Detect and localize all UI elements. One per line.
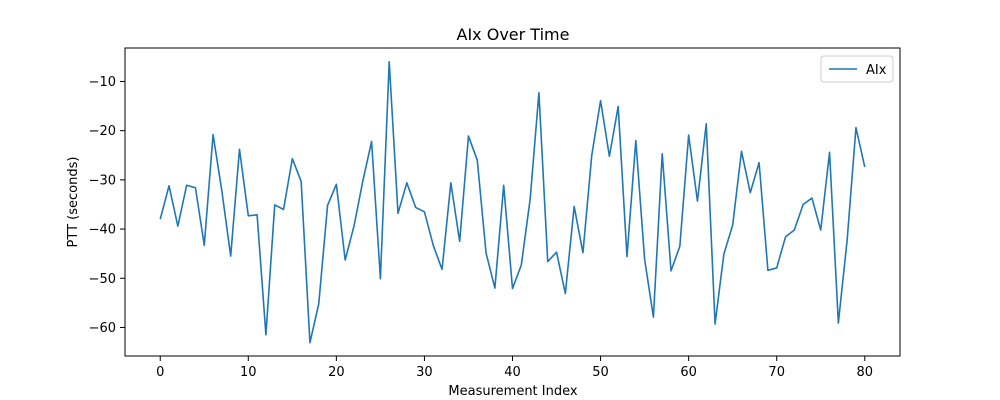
x-tick-label: 0	[156, 365, 164, 380]
y-tick-label: −20	[89, 124, 116, 139]
x-tick-label: 40	[504, 365, 521, 380]
x-axis: 0 10 20 30 40 50 60 70 80	[156, 356, 873, 380]
y-tick-label: −50	[89, 272, 116, 287]
x-tick-label: 70	[768, 365, 785, 380]
y-tick-label: −60	[89, 321, 116, 336]
x-tick-label: 20	[328, 365, 345, 380]
y-tick-label: −30	[89, 173, 116, 188]
x-tick-label: 10	[240, 365, 257, 380]
x-tick-label: 80	[856, 365, 873, 380]
legend: AIx	[820, 55, 894, 83]
legend-label-aix: AIx	[866, 63, 887, 78]
y-tick-label: −10	[89, 75, 116, 90]
x-tick-label: 60	[680, 365, 697, 380]
x-tick-label: 30	[416, 365, 433, 380]
x-tick-label: 50	[592, 365, 609, 380]
y-axis: −60 −50 −40 −30 −20 −10	[89, 75, 125, 336]
series-line-aix	[159, 60, 866, 344]
y-tick-label: −40	[89, 223, 116, 238]
plot-area-frame	[124, 47, 901, 357]
chart-title: AIx Over Time	[457, 25, 570, 44]
x-axis-title: Measurement Index	[448, 384, 577, 399]
y-axis-title: PTT (seconds)	[66, 157, 81, 248]
